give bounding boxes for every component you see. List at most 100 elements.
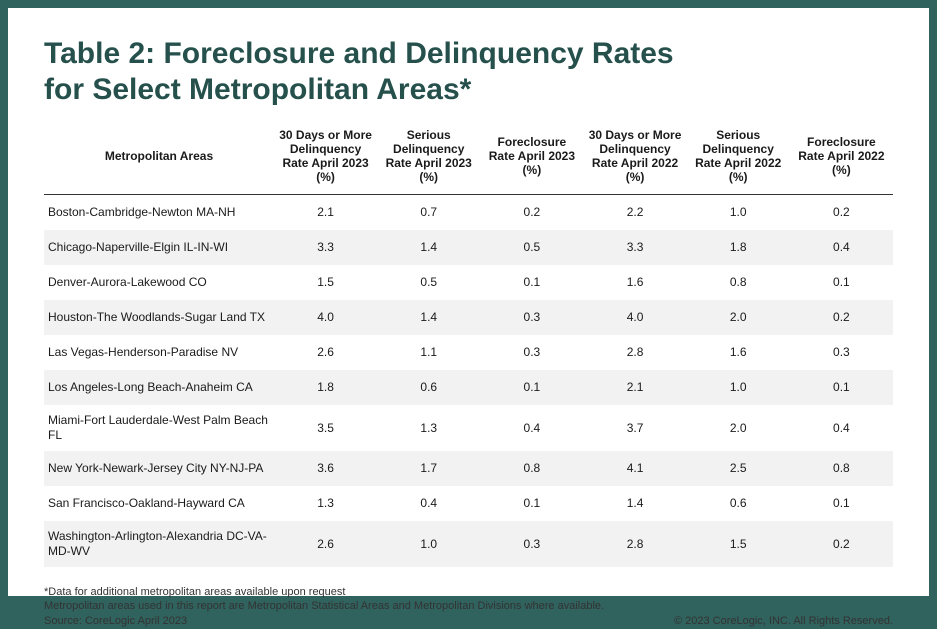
copyright-text: © 2023 CoreLogic, INC. All Rights Reserv…	[674, 614, 893, 629]
value-cell: 0.1	[790, 265, 893, 300]
table-row: Houston-The Woodlands-Sugar Land TX4.01.…	[44, 300, 893, 335]
value-cell: 4.0	[274, 300, 377, 335]
value-cell: 1.3	[274, 486, 377, 521]
metro-name-cell: New York-Newark-Jersey City NY-NJ-PA	[44, 451, 274, 486]
value-cell: 1.5	[687, 521, 790, 567]
table-row: Los Angeles-Long Beach-Anaheim CA1.80.60…	[44, 370, 893, 405]
value-cell: 3.6	[274, 451, 377, 486]
value-cell: 1.4	[583, 486, 686, 521]
value-cell: 2.8	[583, 335, 686, 370]
table-row: Washington-Arlington-Alexandria DC-VA-MD…	[44, 521, 893, 567]
metro-name-cell: Houston-The Woodlands-Sugar Land TX	[44, 300, 274, 335]
value-cell: 0.3	[790, 335, 893, 370]
value-cell: 0.1	[480, 265, 583, 300]
value-cell: 0.8	[480, 451, 583, 486]
value-cell: 0.1	[480, 486, 583, 521]
table-header: Metropolitan Areas 30 Days or More Delin…	[44, 122, 893, 195]
value-cell: 2.6	[274, 521, 377, 567]
metro-name-cell: Miami-Fort Lauderdale-West Palm Beach FL	[44, 405, 274, 451]
value-cell: 2.0	[687, 300, 790, 335]
value-cell: 0.4	[790, 230, 893, 265]
value-cell: 2.0	[687, 405, 790, 451]
value-cell: 0.1	[790, 370, 893, 405]
data-table: Metropolitan Areas 30 Days or More Delin…	[44, 122, 893, 567]
value-cell: 0.2	[790, 300, 893, 335]
value-cell: 0.1	[790, 486, 893, 521]
table-row: Miami-Fort Lauderdale-West Palm Beach FL…	[44, 405, 893, 451]
value-cell: 2.6	[274, 335, 377, 370]
value-cell: 1.0	[687, 370, 790, 405]
metro-name-cell: Las Vegas-Henderson-Paradise NV	[44, 335, 274, 370]
value-cell: 0.2	[790, 521, 893, 567]
value-cell: 0.2	[480, 195, 583, 230]
value-cell: 2.1	[274, 195, 377, 230]
value-cell: 0.2	[790, 195, 893, 230]
col-header-30d-2023: 30 Days or More Delinquency Rate April 2…	[274, 122, 377, 195]
value-cell: 1.0	[377, 521, 480, 567]
value-cell: 1.7	[377, 451, 480, 486]
metro-name-cell: Chicago-Naperville-Elgin IL-IN-WI	[44, 230, 274, 265]
metro-name-cell: Los Angeles-Long Beach-Anaheim CA	[44, 370, 274, 405]
col-header-serious-2022: Serious Delinquency Rate April 2022 (%)	[687, 122, 790, 195]
value-cell: 0.5	[377, 265, 480, 300]
metro-name-cell: Washington-Arlington-Alexandria DC-VA-MD…	[44, 521, 274, 567]
col-header-foreclosure-2023: Foreclosure Rate April 2023 (%)	[480, 122, 583, 195]
table-row: Denver-Aurora-Lakewood CO1.50.50.11.60.8…	[44, 265, 893, 300]
value-cell: 0.3	[480, 335, 583, 370]
metro-name-cell: San Francisco-Oakland-Hayward CA	[44, 486, 274, 521]
table-row: New York-Newark-Jersey City NY-NJ-PA3.61…	[44, 451, 893, 486]
value-cell: 0.4	[480, 405, 583, 451]
value-cell: 2.2	[583, 195, 686, 230]
value-cell: 0.5	[480, 230, 583, 265]
value-cell: 1.8	[274, 370, 377, 405]
table-row: Boston-Cambridge-Newton MA-NH2.10.70.22.…	[44, 195, 893, 230]
footnote-line-3: Source: CoreLogic April 2023	[44, 614, 604, 629]
value-cell: 0.4	[377, 486, 480, 521]
value-cell: 0.3	[480, 521, 583, 567]
value-cell: 0.7	[377, 195, 480, 230]
table-row: Las Vegas-Henderson-Paradise NV2.61.10.3…	[44, 335, 893, 370]
value-cell: 0.6	[377, 370, 480, 405]
value-cell: 2.8	[583, 521, 686, 567]
table-row: Chicago-Naperville-Elgin IL-IN-WI3.31.40…	[44, 230, 893, 265]
value-cell: 1.6	[583, 265, 686, 300]
value-cell: 1.0	[687, 195, 790, 230]
value-cell: 1.4	[377, 230, 480, 265]
value-cell: 3.3	[274, 230, 377, 265]
value-cell: 3.7	[583, 405, 686, 451]
value-cell: 0.8	[790, 451, 893, 486]
col-header-30d-2022: 30 Days or More Delinquency Rate April 2…	[583, 122, 686, 195]
page-container: Table 2: Foreclosure and Delinquency Rat…	[8, 8, 929, 596]
col-header-metro: Metropolitan Areas	[44, 122, 274, 195]
value-cell: 1.6	[687, 335, 790, 370]
value-cell: 1.5	[274, 265, 377, 300]
value-cell: 2.5	[687, 451, 790, 486]
value-cell: 0.3	[480, 300, 583, 335]
table-body: Boston-Cambridge-Newton MA-NH2.10.70.22.…	[44, 195, 893, 567]
value-cell: 0.1	[480, 370, 583, 405]
value-cell: 0.8	[687, 265, 790, 300]
page-title: Table 2: Foreclosure and Delinquency Rat…	[44, 36, 893, 108]
footnote-block: *Data for additional metropolitan areas …	[44, 585, 604, 629]
value-cell: 0.6	[687, 486, 790, 521]
metro-name-cell: Boston-Cambridge-Newton MA-NH	[44, 195, 274, 230]
value-cell: 3.3	[583, 230, 686, 265]
table-row: San Francisco-Oakland-Hayward CA1.30.40.…	[44, 486, 893, 521]
value-cell: 1.3	[377, 405, 480, 451]
col-header-serious-2023: Serious Delinquency Rate April 2023 (%)	[377, 122, 480, 195]
value-cell: 1.1	[377, 335, 480, 370]
title-line-2: for Select Metropolitan Areas*	[44, 73, 471, 106]
value-cell: 3.5	[274, 405, 377, 451]
value-cell: 1.8	[687, 230, 790, 265]
header-row: Metropolitan Areas 30 Days or More Delin…	[44, 122, 893, 195]
title-line-1: Table 2: Foreclosure and Delinquency Rat…	[44, 37, 674, 70]
col-header-foreclosure-2022: Foreclosure Rate April 2022 (%)	[790, 122, 893, 195]
value-cell: 2.1	[583, 370, 686, 405]
value-cell: 4.1	[583, 451, 686, 486]
footnote-line-1: *Data for additional metropolitan areas …	[44, 585, 604, 600]
value-cell: 0.4	[790, 405, 893, 451]
value-cell: 1.4	[377, 300, 480, 335]
metro-name-cell: Denver-Aurora-Lakewood CO	[44, 265, 274, 300]
footer: *Data for additional metropolitan areas …	[44, 567, 893, 629]
footnote-line-2: Metropolitan areas used in this report a…	[44, 599, 604, 614]
